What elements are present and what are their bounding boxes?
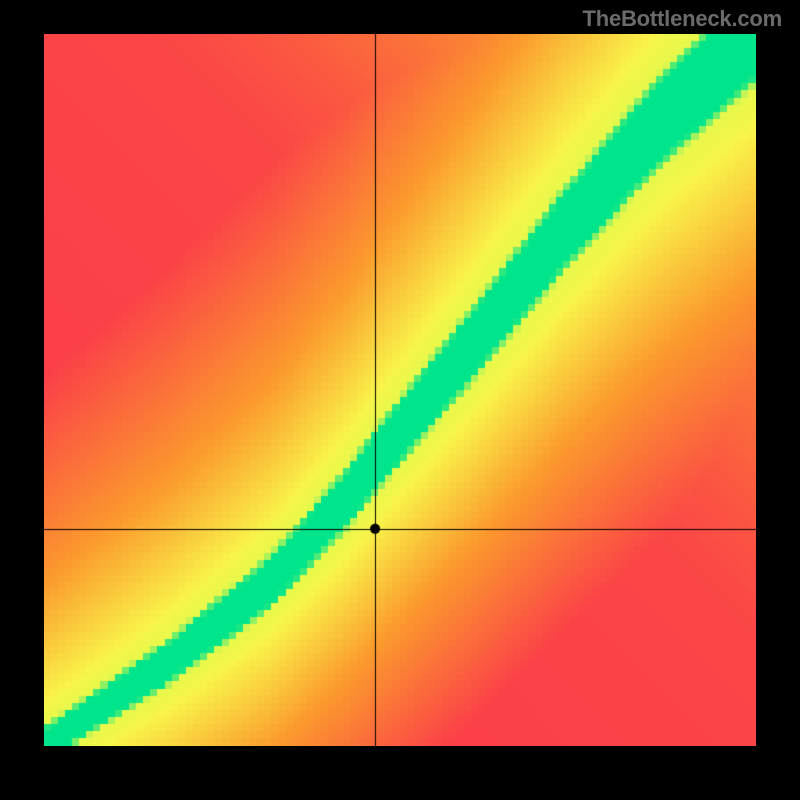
bottleneck-heatmap <box>44 34 756 746</box>
watermark-text: TheBottleneck.com <box>582 6 782 32</box>
